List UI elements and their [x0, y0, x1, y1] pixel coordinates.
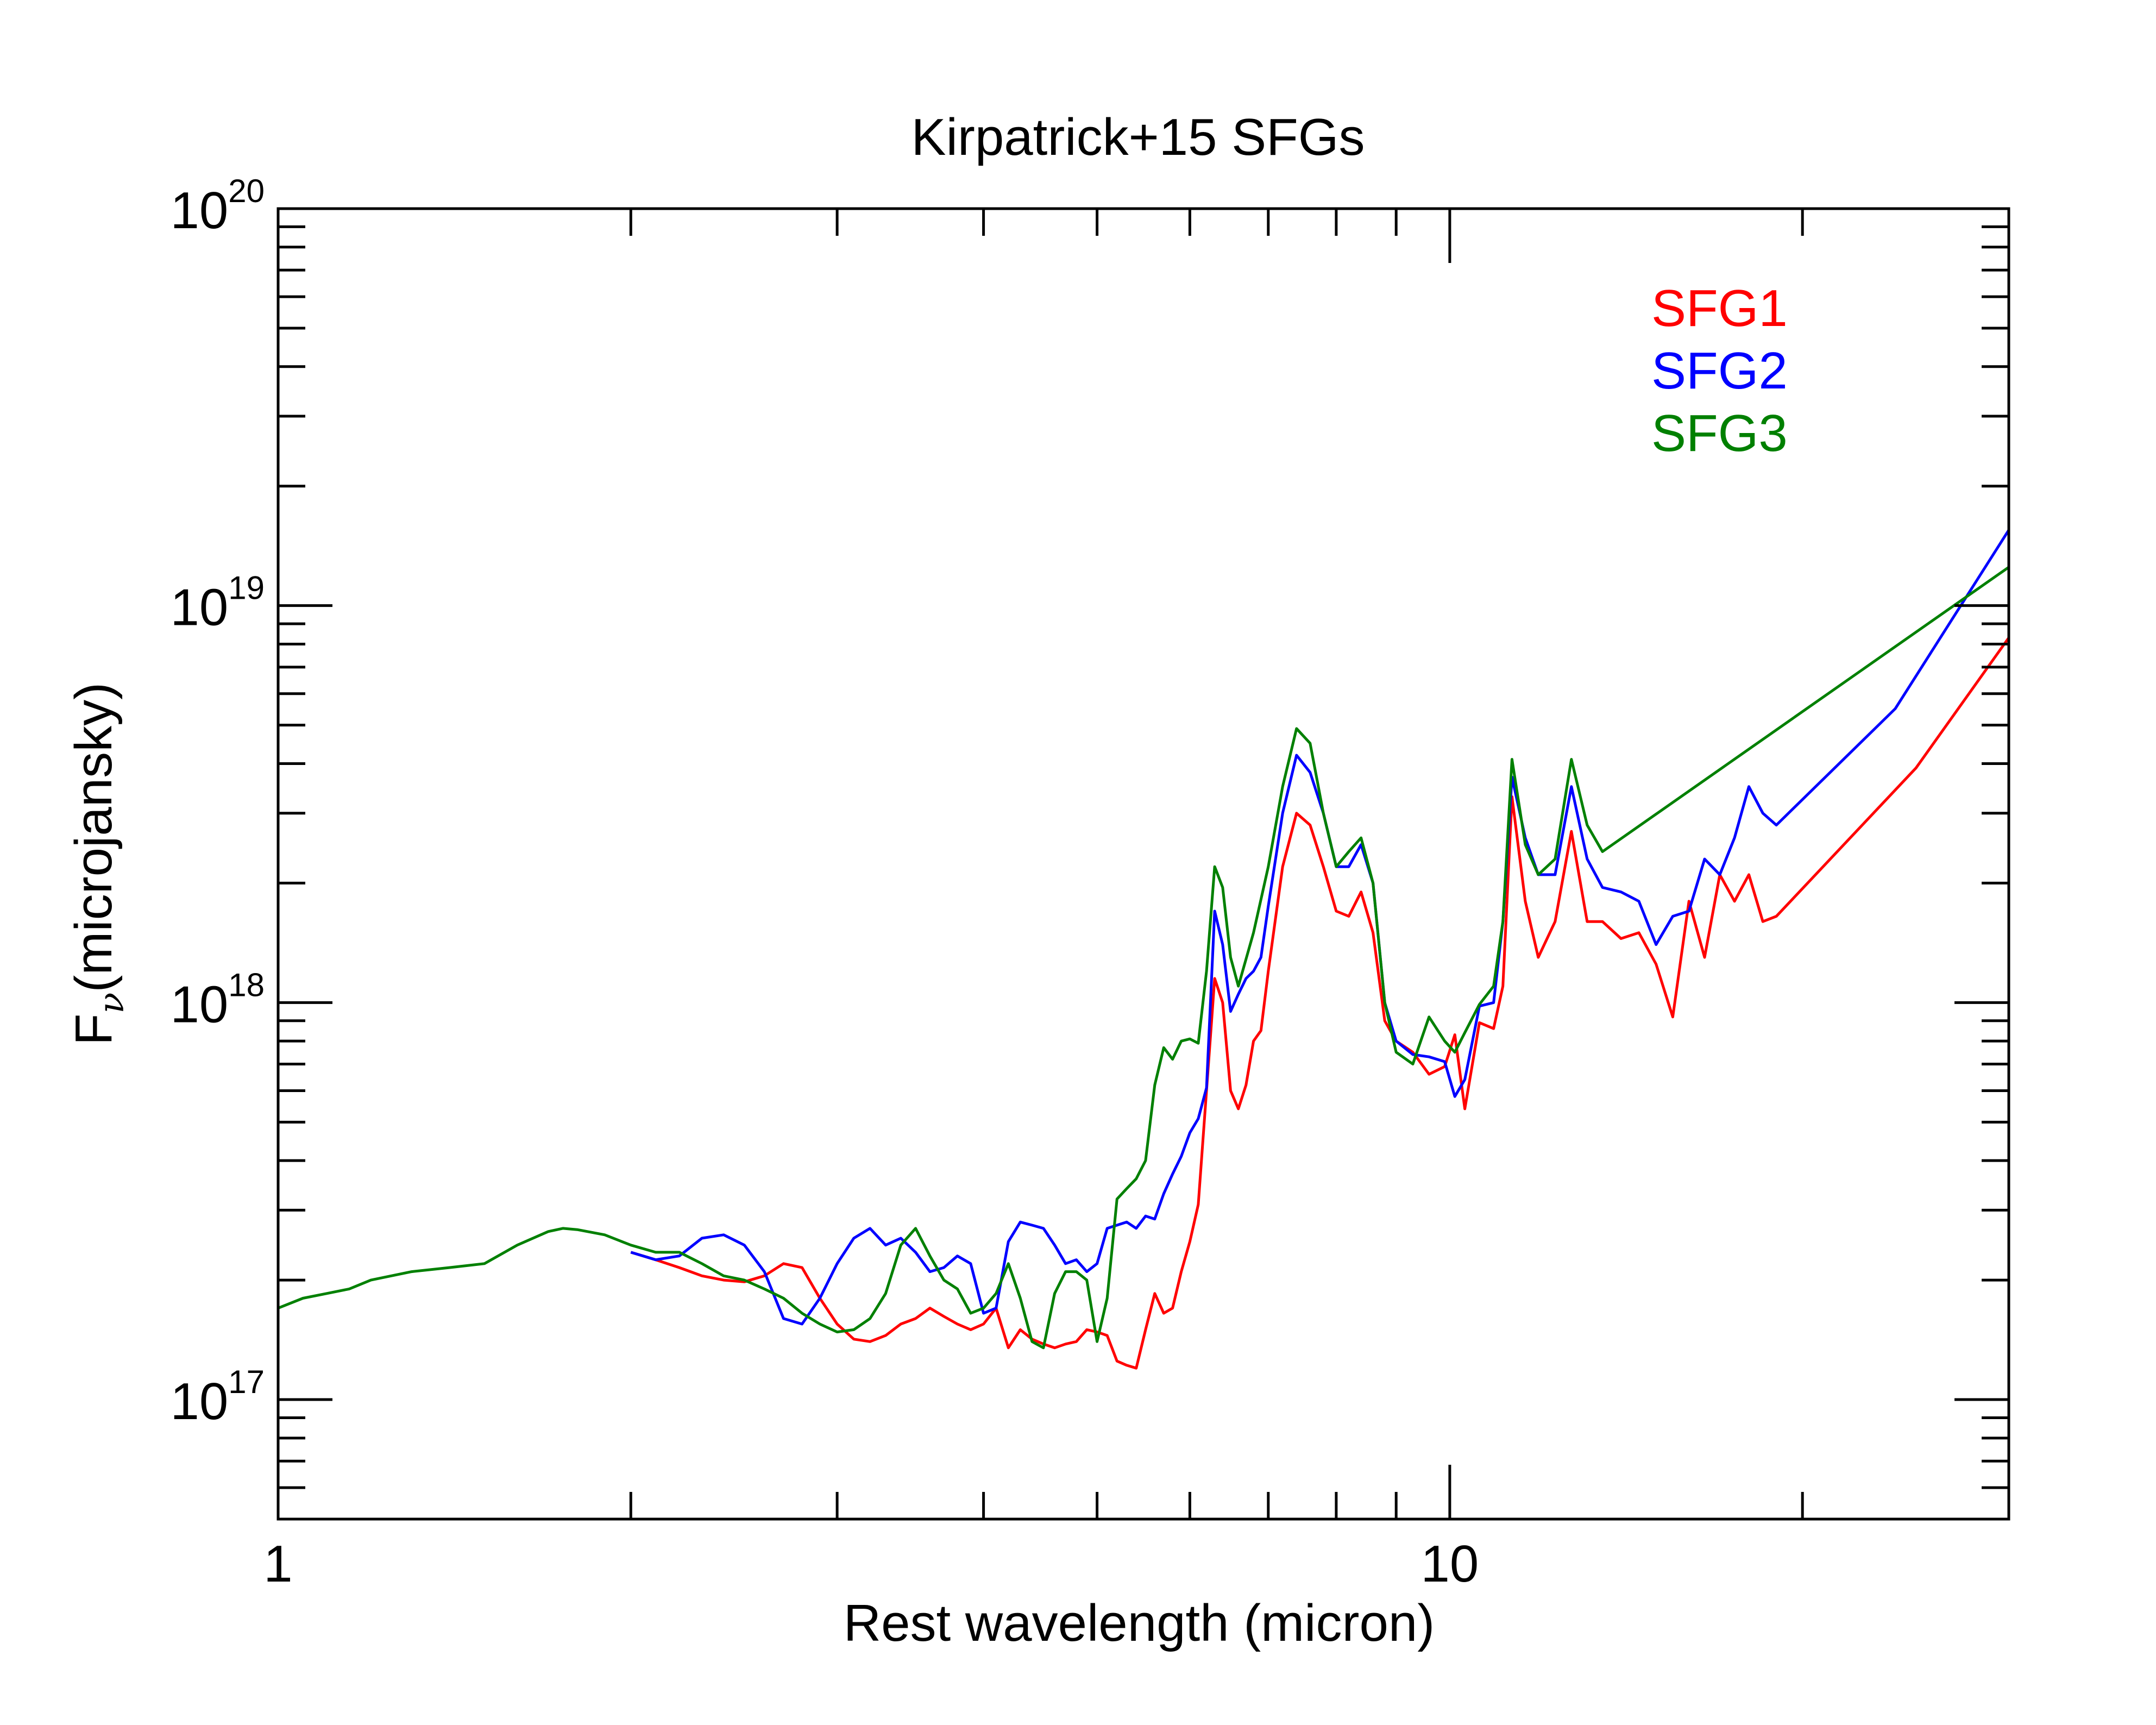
tick-labels: 1 10 1017 1018 1019 1020 [170, 173, 1479, 1593]
y-tick-label: 1020 [170, 173, 265, 240]
series-line-2 [630, 529, 2009, 1326]
y-tick-exponent: 20 [228, 173, 265, 209]
series-group [278, 529, 2009, 1370]
y-axis-title-subscript: ν [92, 993, 132, 1014]
x-tick-label: 1 [263, 1535, 292, 1593]
x-tick-label: 10 [1421, 1535, 1479, 1593]
y-axis-title-unit: (microjansky) [65, 682, 123, 993]
y-axis-title-main: F [65, 1013, 123, 1045]
x-axis-title: Rest wavelength (micron) [844, 1594, 1435, 1652]
y-axis-title: Fν(microjansky) [65, 682, 132, 1045]
series-line-1 [630, 637, 2009, 1370]
y-tick-exponent: 19 [228, 570, 265, 606]
y-tick-label: 1018 [170, 967, 265, 1033]
series-line-3 [278, 566, 2009, 1350]
y-tick-exponent: 17 [228, 1364, 265, 1400]
chart-title: Kirpatrick+15 SFGs [912, 108, 1365, 166]
plot-frame [276, 207, 2010, 1521]
y-tick-exponent: 18 [228, 967, 265, 1003]
y-tick-label: 1017 [170, 1364, 265, 1431]
legend-label-2: SFG2 [1651, 342, 1788, 400]
y-tick-label: 1019 [170, 570, 265, 637]
legend-label-1: SFG1 [1651, 279, 1788, 337]
legend-label-3: SFG3 [1651, 404, 1788, 462]
